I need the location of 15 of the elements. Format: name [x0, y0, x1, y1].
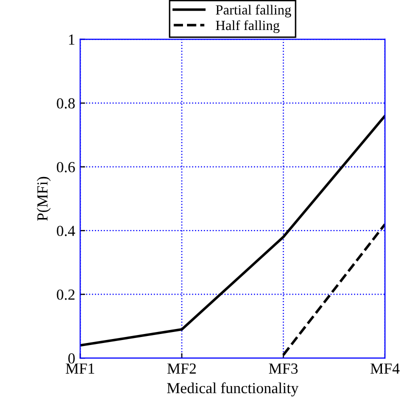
x-axis-title: Medical functionality — [167, 382, 298, 396]
legend-label: Half falling — [216, 20, 280, 33]
y-tick-label: 1 — [69, 34, 74, 45]
legend-label: Partial falling — [216, 4, 292, 18]
x-tick-label: MF3 — [268, 363, 298, 374]
x-tick-label: MF4 — [370, 364, 400, 374]
line-series — [80, 114, 385, 347]
y-axis-title: P(MFi) — [36, 176, 51, 221]
y-tick-label: 0.6 — [56, 162, 75, 172]
y-tick-label: 0.4 — [56, 226, 76, 236]
y-tick-label: 0.8 — [56, 98, 75, 109]
x-tick-label: MF2 — [167, 363, 196, 374]
y-tick-label: 0 — [68, 353, 75, 364]
y-tick-label: 0.2 — [56, 289, 74, 300]
x-tick-label: MF1 — [66, 363, 94, 374]
